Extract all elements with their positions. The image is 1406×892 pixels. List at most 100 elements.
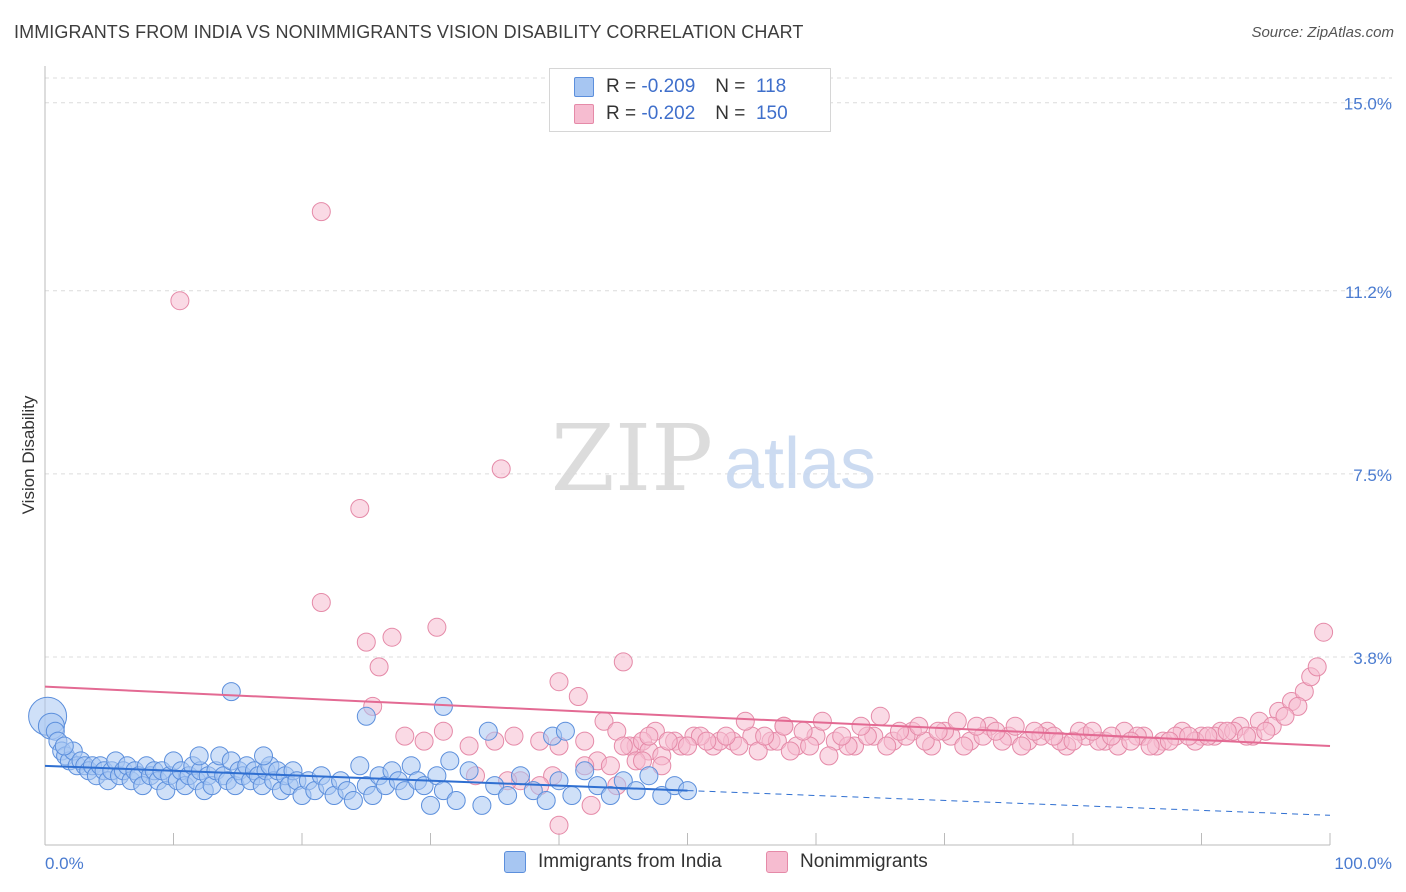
india-point xyxy=(523,781,543,801)
india-point xyxy=(189,746,209,766)
stats-legend: R = -0.209 N = 118 R = -0.202 N = 150 xyxy=(549,68,831,132)
nonimmigrant-point xyxy=(1082,721,1102,741)
r-value-nonimmigrants: -0.202 xyxy=(641,103,696,124)
india-point xyxy=(363,786,383,805)
nonimmigrant-point xyxy=(491,459,511,479)
y-tick-label-0: 3.8% xyxy=(1353,649,1392,668)
india-point xyxy=(254,746,273,766)
nonimmigrant-point xyxy=(877,736,897,756)
nonimmigrants-points xyxy=(170,202,1334,835)
nonimmigrant-point xyxy=(382,627,402,647)
india-point xyxy=(575,761,595,781)
n-label: N = xyxy=(715,76,746,97)
india-point xyxy=(555,721,575,741)
n-value-india: 118 xyxy=(755,76,787,97)
x-tick-label-0: 0.0% xyxy=(45,854,84,873)
nonimmigrant-point xyxy=(613,736,633,756)
legend-item-nonimmigrants[interactable]: Nonimmigrants xyxy=(766,851,928,873)
india-point xyxy=(511,766,530,786)
india-trend-extension xyxy=(687,790,1331,816)
nonimmigrants-legend-swatch xyxy=(766,851,788,873)
nonimmigrant-point xyxy=(780,741,800,761)
india-point xyxy=(613,771,633,791)
nonimmigrant-point xyxy=(819,746,839,766)
r-value-india: -0.209 xyxy=(641,76,696,97)
nonimmigrants-swatch xyxy=(574,104,594,124)
legend-row-india: R = -0.209 N = 118 xyxy=(574,75,786,99)
india-point xyxy=(343,791,363,810)
nonimmigrant-point xyxy=(1121,731,1141,751)
india-point xyxy=(652,786,672,805)
india-point xyxy=(485,776,505,796)
nonimmigrant-point xyxy=(832,726,852,746)
nonimmigrant-point xyxy=(504,726,524,746)
series-legend: Immigrants from India Nonimmigrants xyxy=(0,851,1406,877)
india-point xyxy=(356,706,376,726)
watermark: ZIP atlas xyxy=(551,405,876,512)
nonimmigrant-point xyxy=(1237,726,1256,746)
nonimmigrant-point xyxy=(1063,731,1083,751)
nonimmigrant-point xyxy=(1159,731,1179,751)
nonimmigrant-point xyxy=(568,687,588,706)
nonimmigrant-point xyxy=(549,672,569,692)
nonimmigrant-point xyxy=(1275,706,1295,726)
nonimmigrant-point xyxy=(1217,721,1237,741)
nonimmigrant-point xyxy=(678,736,697,756)
watermark-atlas: atlas xyxy=(724,424,876,504)
nonimmigrant-point xyxy=(1314,622,1334,642)
india-swatch xyxy=(574,77,594,97)
india-point xyxy=(446,791,466,810)
india-point xyxy=(478,721,498,741)
nonimmigrant-point xyxy=(459,736,479,756)
y-tick-label-3: 15.0% xyxy=(1344,95,1392,114)
grid-lines xyxy=(45,77,1392,658)
india-point xyxy=(433,696,453,716)
nonimmigrant-point xyxy=(716,726,736,746)
r-label: R = xyxy=(606,76,637,97)
nonimmigrant-point xyxy=(755,726,775,746)
tick-labels: 3.8% 7.5% 11.2% 15.0% 0.0% 100.0% xyxy=(45,95,1392,873)
nonimmigrant-point xyxy=(170,291,190,311)
nonimmigrant-point xyxy=(1198,726,1218,746)
nonimmigrant-point xyxy=(581,795,601,815)
india-point xyxy=(54,736,74,756)
india-point xyxy=(549,771,569,791)
nonimmigrant-point xyxy=(433,721,453,741)
nonimmigrant-point xyxy=(1012,736,1032,756)
nonimmigrant-point xyxy=(350,499,370,518)
nonimmigrant-point xyxy=(369,657,389,677)
india-point xyxy=(562,786,582,805)
nonimmigrant-point xyxy=(311,593,331,612)
nonimmigrant-point xyxy=(1140,736,1160,756)
nonimmigrant-point xyxy=(928,721,948,741)
legend-label-nonimmigrants: Nonimmigrants xyxy=(800,851,928,872)
trend-lines xyxy=(44,685,1331,816)
india-trend-line xyxy=(44,764,688,792)
y-axis-label: Vision Disability xyxy=(19,395,38,514)
nonimmigrant-point xyxy=(356,632,376,652)
nonimmigrant-point xyxy=(947,711,967,731)
nonimmigrant-point xyxy=(427,617,447,637)
nonimmigrant-point xyxy=(414,731,434,751)
nonimmigrant-point xyxy=(1044,726,1064,746)
nonimmigrant-point xyxy=(729,736,749,756)
y-tick-label-1: 7.5% xyxy=(1353,466,1392,485)
nonimmigrant-point xyxy=(697,731,717,751)
nonimmigrant-point xyxy=(652,756,672,776)
nonimmigrant-point xyxy=(851,716,871,736)
nonimmigrant-point xyxy=(1256,721,1276,741)
india-point xyxy=(421,795,440,815)
india-point xyxy=(498,786,518,805)
x-tick-label-1: 100.0% xyxy=(1334,854,1392,873)
india-point xyxy=(459,761,479,781)
india-point xyxy=(600,786,620,805)
india-point xyxy=(350,756,370,776)
india-point xyxy=(588,776,607,796)
india-point xyxy=(221,682,241,702)
india-point xyxy=(626,781,646,801)
nonimmigrant-point xyxy=(600,756,620,776)
legend-item-india[interactable]: Immigrants from India xyxy=(504,851,722,873)
nonimmigrant-point xyxy=(311,202,331,222)
nonimmigrant-point xyxy=(658,731,678,751)
india-point xyxy=(395,781,415,801)
